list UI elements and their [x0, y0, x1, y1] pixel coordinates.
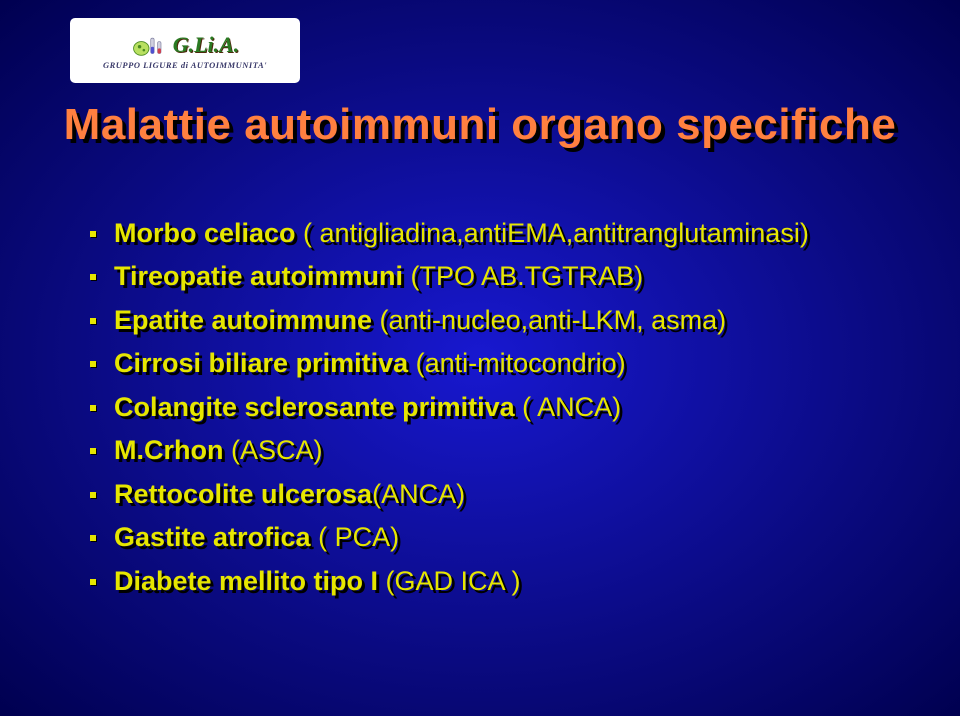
- logo-subtitle: GRUPPO LIGURE di AUTOIMMUNITA': [103, 60, 267, 70]
- list-item: Colangite sclerosante primitiva ( ANCA): [90, 389, 910, 425]
- bullet-icon: [90, 579, 96, 585]
- list-item: Diabete mellito tipo I (GAD ICA ): [90, 563, 910, 599]
- bullet-text: Diabete mellito tipo I (GAD ICA ): [114, 563, 910, 599]
- bullet-icon: [90, 535, 96, 541]
- bullet-icon: [90, 405, 96, 411]
- bullet-icon: [90, 448, 96, 454]
- bullet-text: Morbo celiaco ( antigliadina,antiEMA,ant…: [114, 215, 910, 251]
- bullet-list: Morbo celiaco ( antigliadina,antiEMA,ant…: [90, 215, 910, 606]
- bullet-text: Gastite atrofica ( PCA): [114, 519, 910, 555]
- logo-box: G.Li.A. GRUPPO LIGURE di AUTOIMMUNITA': [70, 18, 300, 83]
- bullet-text: Epatite autoimmune (anti-nucleo,anti-LKM…: [114, 302, 910, 338]
- bullet-text: Rettocolite ulcerosa(ANCA): [114, 476, 910, 512]
- bullet-icon: [90, 492, 96, 498]
- bullet-text: Tireopatie autoimmuni (TPO AB.TGTRAB): [114, 258, 910, 294]
- list-item: Epatite autoimmune (anti-nucleo,anti-LKM…: [90, 302, 910, 338]
- list-item: Tireopatie autoimmuni (TPO AB.TGTRAB): [90, 258, 910, 294]
- bullet-icon: [90, 231, 96, 237]
- logo-main-text: G.Li.A.: [173, 32, 240, 58]
- bullet-text: Colangite sclerosante primitiva ( ANCA): [114, 389, 910, 425]
- bullet-icon: [90, 361, 96, 367]
- lab-icon: [131, 33, 167, 57]
- list-item: Cirrosi biliare primitiva (anti-mitocond…: [90, 345, 910, 381]
- slide-title: Malattie autoimmuni organo specifiche: [0, 100, 960, 150]
- list-item: M.Crhon (ASCA): [90, 432, 910, 468]
- bullet-text: Cirrosi biliare primitiva (anti-mitocond…: [114, 345, 910, 381]
- list-item: Morbo celiaco ( antigliadina,antiEMA,ant…: [90, 215, 910, 251]
- bullet-text: M.Crhon (ASCA): [114, 432, 910, 468]
- list-item: Rettocolite ulcerosa(ANCA): [90, 476, 910, 512]
- logo-row: G.Li.A.: [131, 32, 240, 58]
- list-item: Gastite atrofica ( PCA): [90, 519, 910, 555]
- bullet-icon: [90, 274, 96, 280]
- bullet-icon: [90, 318, 96, 324]
